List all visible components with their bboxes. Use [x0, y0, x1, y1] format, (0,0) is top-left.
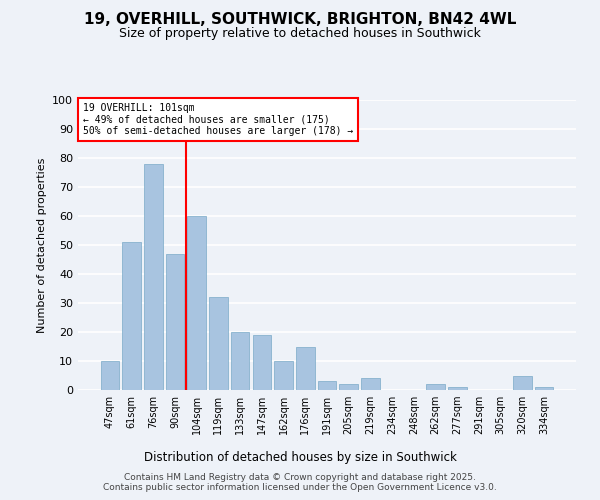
Bar: [340, 384, 358, 390]
Text: Contains HM Land Registry data © Crown copyright and database right 2025.
Contai: Contains HM Land Registry data © Crown c…: [103, 473, 497, 492]
Bar: [427, 384, 445, 390]
Bar: [318, 382, 336, 390]
Bar: [296, 346, 314, 390]
Text: Size of property relative to detached houses in Southwick: Size of property relative to detached ho…: [119, 28, 481, 40]
Y-axis label: Number of detached properties: Number of detached properties: [37, 158, 47, 332]
Bar: [448, 387, 467, 390]
Text: 19 OVERHILL: 101sqm
← 49% of detached houses are smaller (175)
50% of semi-detac: 19 OVERHILL: 101sqm ← 49% of detached ho…: [83, 103, 353, 136]
Bar: [513, 376, 532, 390]
Bar: [166, 254, 184, 390]
Bar: [231, 332, 250, 390]
Bar: [187, 216, 206, 390]
Text: Distribution of detached houses by size in Southwick: Distribution of detached houses by size …: [143, 451, 457, 464]
Bar: [535, 387, 553, 390]
Bar: [144, 164, 163, 390]
Bar: [253, 335, 271, 390]
Bar: [361, 378, 380, 390]
Bar: [101, 361, 119, 390]
Bar: [122, 242, 141, 390]
Text: 19, OVERHILL, SOUTHWICK, BRIGHTON, BN42 4WL: 19, OVERHILL, SOUTHWICK, BRIGHTON, BN42 …: [84, 12, 516, 28]
Bar: [274, 361, 293, 390]
Bar: [209, 297, 227, 390]
